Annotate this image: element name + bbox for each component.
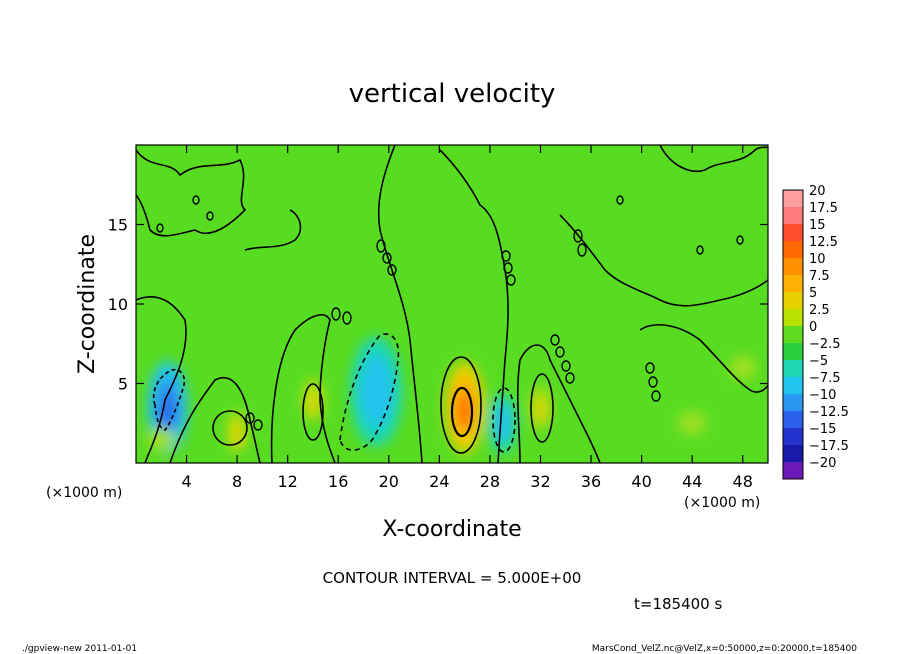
colorbar-label: 15 [809, 218, 826, 233]
colorbar-frame [782, 189, 804, 480]
colorbar-label: 5 [809, 286, 817, 301]
colorbar-label: −10 [809, 388, 836, 403]
colorbar-label: −7.5 [809, 371, 841, 386]
x-tick-label: 36 [581, 472, 601, 491]
downdraft-peak [367, 373, 386, 418]
colorbar-swatch [783, 190, 803, 207]
plot-area [136, 145, 768, 463]
positive-contour [440, 356, 482, 454]
colorbar-swatch [783, 241, 803, 258]
colorbar-swatch [783, 343, 803, 360]
x-tick-label: 28 [480, 472, 500, 491]
x-unit-left: (×1000 m) [46, 485, 122, 501]
y-axis: 5 10 15 [108, 216, 768, 394]
colorbar-label: 0 [809, 320, 817, 335]
colorbar-swatch [783, 462, 803, 479]
zero-contour [377, 145, 423, 463]
colorbar-swatch [783, 309, 803, 326]
positive-contour [450, 386, 474, 438]
updraft-peak [308, 391, 318, 416]
y-axis-label: Z-coordinate [75, 234, 100, 374]
x-tick-label: 16 [328, 472, 348, 491]
x-tick-label: 12 [278, 472, 298, 491]
zero-contour [136, 149, 247, 237]
zero-contour [659, 145, 768, 172]
y-tick-label: 10 [108, 295, 128, 314]
updraft-peak [457, 392, 472, 430]
x-tick-label: 48 [733, 472, 753, 491]
x-unit-right: (×1000 m) [684, 495, 760, 511]
x-tick-label: 32 [530, 472, 550, 491]
colorbar-swatch [783, 360, 803, 377]
x-tick-label: 44 [682, 472, 702, 491]
zero-contour [439, 149, 509, 463]
weak-updraft-patch [728, 355, 757, 380]
colorbar-label: 2.5 [809, 303, 830, 318]
negative-contour [153, 368, 186, 431]
x-axis-label: X-coordinate [382, 517, 521, 542]
contour-interval-label: CONTOUR INTERVAL = 5.000E+00 [323, 569, 582, 587]
colorbar-label: 12.5 [809, 235, 838, 250]
positive-contour [530, 373, 554, 443]
colorbar: 20 17.5 15 12.5 10 7.5 5 2.5 0 −2.5 −5 −7.5 −10 −12.5… [782, 184, 849, 480]
zero-contour [136, 295, 187, 463]
x-tick-label: 24 [429, 472, 449, 491]
colorbar-label: 10 [809, 252, 826, 267]
x-tick-label: 40 [631, 472, 651, 491]
colorbar-label: −20 [809, 456, 836, 471]
colorbar-swatch [783, 258, 803, 275]
zero-contour [639, 324, 768, 393]
x-tick-label: 4 [181, 472, 191, 491]
colorbar-swatch [783, 411, 803, 428]
time-label: t=185400 s [634, 595, 722, 613]
x-axis: 4 8 12 16 20 24 28 32 36 40 44 48 [181, 145, 753, 491]
updraft-peak [535, 399, 546, 424]
weak-updraft-patch [147, 427, 176, 452]
colorbar-swatch [783, 377, 803, 394]
colorbar-swatch [783, 224, 803, 241]
y-tick-label: 5 [118, 375, 128, 394]
colorbar-swatch [783, 275, 803, 292]
colorbar-label: −5 [809, 354, 828, 369]
small-contour-rings [156, 195, 744, 431]
colorbar-label: 7.5 [809, 269, 830, 284]
zero-contour [516, 344, 601, 463]
y-tick-label: 15 [108, 216, 128, 235]
zero-contour [244, 209, 302, 251]
colorbar-label: −12.5 [809, 405, 849, 420]
colorbar-label: −2.5 [809, 337, 841, 352]
negative-contour [492, 387, 516, 453]
footer-right: MarsCond_VelZ.nc@VelZ,x=0:50000,z=0:2000… [592, 644, 857, 654]
colorbar-swatch [783, 292, 803, 309]
colorbar-swatch [783, 394, 803, 411]
contour-lines [136, 145, 768, 463]
positive-contour [212, 410, 248, 446]
colorbar-label: −17.5 [809, 439, 849, 454]
weak-updraft-patch [678, 411, 707, 436]
colorbar-swatch [783, 326, 803, 343]
colorbar-label: 17.5 [809, 201, 838, 216]
x-tick-label: 8 [232, 472, 242, 491]
colorbar-label: −15 [809, 422, 836, 437]
chart-title: vertical velocity [349, 79, 556, 109]
colorbar-swatch [783, 445, 803, 462]
colorbar-swatch [783, 207, 803, 224]
colorbar-label: 20 [809, 184, 826, 199]
footer-left: ./gpview-new 2011-01-01 [22, 644, 137, 654]
colorbar-swatch [783, 428, 803, 445]
x-tick-label: 20 [379, 472, 399, 491]
zero-contour [169, 377, 261, 463]
positive-contour [302, 383, 324, 441]
zero-contour [559, 214, 768, 307]
negative-contour [339, 333, 400, 451]
